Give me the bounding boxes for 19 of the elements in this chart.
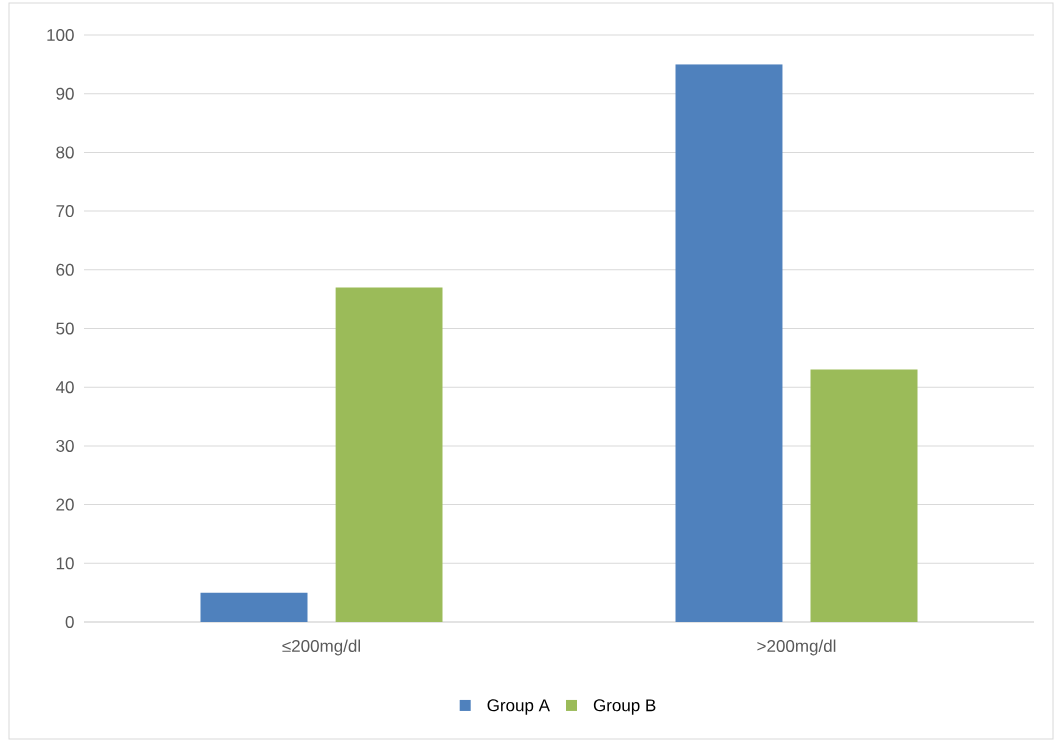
x-tick-label: >200mg/dl — [757, 639, 836, 656]
y-tick-label: 80 — [56, 146, 74, 159]
legend-label: Group A — [487, 699, 550, 715]
bar — [200, 592, 308, 622]
bar — [335, 287, 443, 622]
y-tick-label: 10 — [56, 557, 74, 570]
y-tick-label: 70 — [56, 205, 74, 218]
y-tick-label: 90 — [56, 87, 74, 100]
legend-label: Group B — [593, 699, 656, 715]
y-tick-label: 20 — [56, 498, 74, 511]
y-tick-label: 50 — [56, 322, 74, 335]
y-tick-label: 0 — [65, 615, 74, 629]
bar — [675, 64, 783, 622]
y-tick-label: 30 — [56, 439, 74, 452]
x-tick-label: ≤200mg/dl — [282, 639, 360, 656]
y-tick-label: 60 — [56, 263, 74, 276]
bar — [810, 369, 918, 622]
y-tick-label: 40 — [55, 381, 74, 394]
y-tick-label: 100 — [47, 28, 74, 42]
